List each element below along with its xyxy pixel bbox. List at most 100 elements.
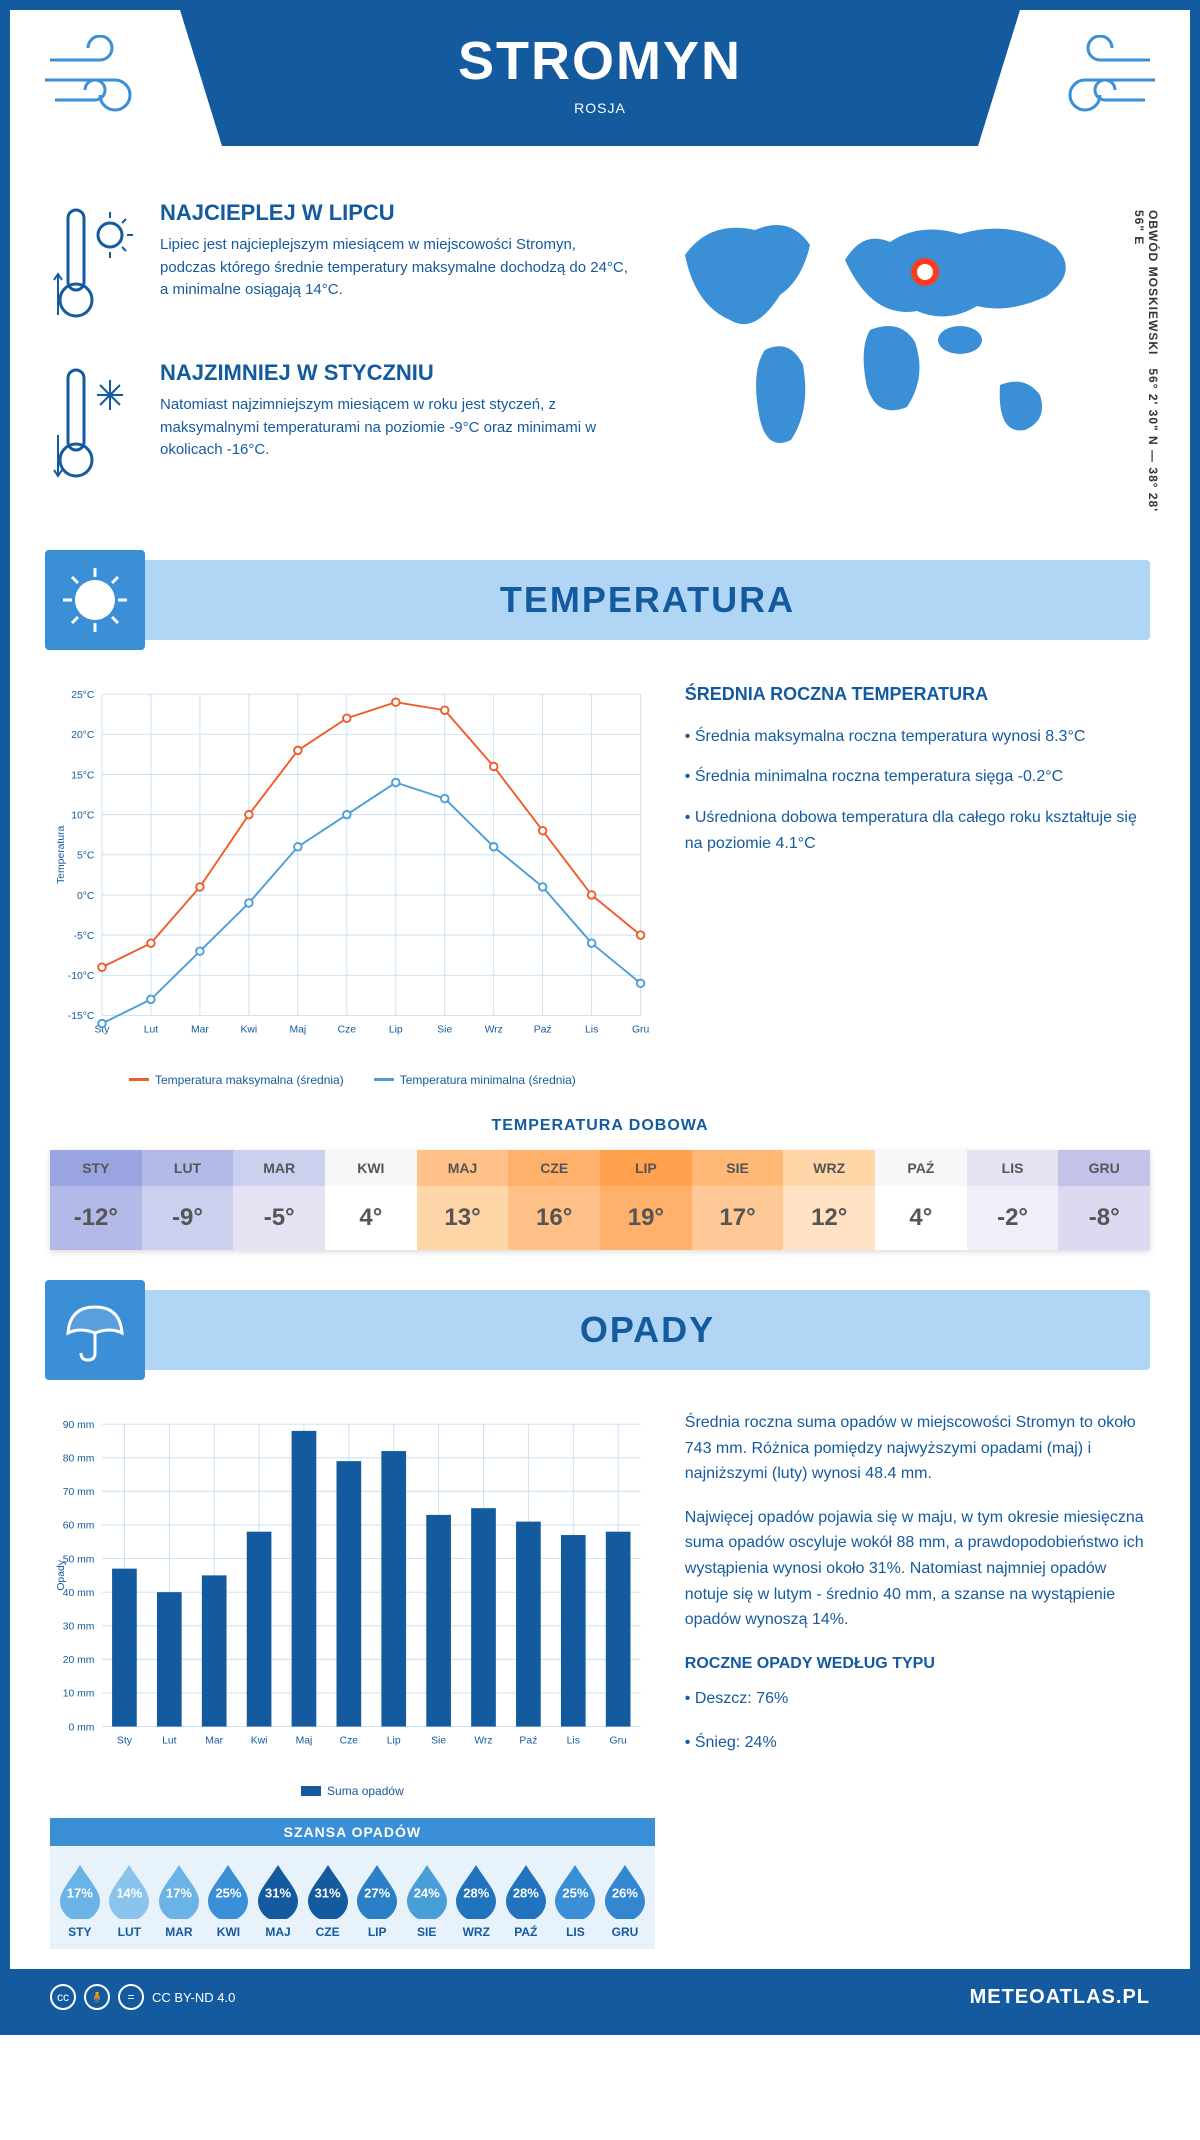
daily-temp-cell: WRZ12° — [783, 1150, 875, 1250]
intro-text-column: NAJCIEPLEJ W LIPCU Lipiec jest najcieple… — [50, 200, 630, 520]
precip-chance-cell: 24%SIE — [402, 1861, 452, 1939]
svg-text:-10°C: -10°C — [68, 971, 95, 982]
precip-heading: OPADY — [145, 1309, 1150, 1351]
svg-text:70 mm: 70 mm — [63, 1487, 95, 1498]
nd-icon: = — [118, 1984, 144, 2010]
svg-text:Mar: Mar — [191, 1024, 209, 1035]
svg-text:Kwi: Kwi — [241, 1024, 258, 1035]
coldest-text: Natomiast najzimniejszym miesiącem w rok… — [160, 394, 630, 462]
svg-text:80 mm: 80 mm — [63, 1454, 95, 1465]
precip-bar-chart: 0 mm10 mm20 mm30 mm40 mm50 mm60 mm70 mm8… — [50, 1410, 655, 1798]
umbrella-icon — [45, 1280, 145, 1380]
daily-temp-cell: LIS-2° — [967, 1150, 1059, 1250]
daily-temp-grid: STY-12°LUT-9°MAR-5°KWI4°MAJ13°CZE16°LIP1… — [50, 1150, 1150, 1250]
temperature-chart-row: -15°C-10°C-5°C0°C5°C10°C15°C20°C25°CStyL… — [10, 650, 1190, 1117]
precip-chance-cell: 17%STY — [55, 1861, 105, 1939]
precip-type-item: • Śnieg: 24% — [685, 1730, 1150, 1756]
daily-temp-cell: GRU-8° — [1058, 1150, 1150, 1250]
legend-item: Temperatura maksymalna (średnia) — [129, 1073, 344, 1087]
city-title: STROMYN — [180, 30, 1020, 92]
license-block: cc 🧍 = CC BY-ND 4.0 — [50, 1984, 235, 2010]
legend-item: Temperatura minimalna (średnia) — [374, 1073, 576, 1087]
svg-text:0°C: 0°C — [77, 891, 95, 902]
precip-text-column: Średnia roczna suma opadów w miejscowośc… — [685, 1410, 1150, 1949]
svg-text:90 mm: 90 mm — [63, 1420, 95, 1431]
svg-text:Paź: Paź — [534, 1024, 552, 1035]
coldest-block: NAJZIMNIEJ W STYCZNIU Natomiast najzimni… — [50, 360, 630, 495]
world-map-icon — [650, 200, 1110, 460]
precip-type-item: • Deszcz: 76% — [685, 1686, 1150, 1712]
daily-temp-cell: KWI4° — [325, 1150, 417, 1250]
wind-icon — [1040, 35, 1160, 125]
svg-text:5°C: 5°C — [77, 851, 95, 862]
svg-text:0 mm: 0 mm — [68, 1722, 94, 1733]
daily-temp-cell: MAR-5° — [233, 1150, 325, 1250]
map-column: OBWÓD MOSKIEWSKI 56° 2' 30" N — 38° 28' … — [650, 200, 1150, 520]
header: STROMYN ROSJA — [10, 10, 1190, 180]
thermometer-snow-icon — [50, 360, 140, 495]
svg-text:Cze: Cze — [338, 1024, 357, 1035]
svg-text:Wrz: Wrz — [485, 1024, 503, 1035]
temperature-legend: Temperatura maksymalna (średnia) Temperat… — [50, 1073, 655, 1087]
svg-text:Gru: Gru — [610, 1736, 628, 1747]
daily-temperature-section: TEMPERATURA DOBOWA STY-12°LUT-9°MAR-5°KW… — [10, 1117, 1190, 1280]
temperature-annual-text: ŚREDNIA ROCZNA TEMPERATURA • Średnia mak… — [685, 680, 1150, 1087]
warmest-title: NAJCIEPLEJ W LIPCU — [160, 200, 630, 226]
precip-chance-cell: 25%KWI — [204, 1861, 254, 1939]
warmest-text: Lipiec jest najcieplejszym miesiącem w m… — [160, 234, 630, 302]
precip-chance-cell: 28%PAŹ — [501, 1861, 551, 1939]
title-banner: STROMYN ROSJA — [180, 10, 1020, 146]
page: STROMYN ROSJA NAJCIEPLEJ W LIPCU Lipiec … — [0, 0, 1200, 2035]
daily-temp-cell: CZE16° — [508, 1150, 600, 1250]
brand-label: METEOATLAS.PL — [970, 1986, 1150, 2009]
svg-text:60 mm: 60 mm — [63, 1521, 95, 1532]
svg-text:-15°C: -15°C — [68, 1011, 95, 1022]
precip-chance-drops: 17%STY14%LUT17%MAR25%KWI31%MAJ31%CZE27%L… — [50, 1846, 655, 1949]
license-text: CC BY-ND 4.0 — [152, 1990, 235, 2005]
precip-chance-cell: 14%LUT — [105, 1861, 155, 1939]
annual-temp-item: • Średnia maksymalna roczna temperatura … — [685, 724, 1150, 750]
by-icon: 🧍 — [84, 1984, 110, 2010]
daily-temp-cell: MAJ13° — [417, 1150, 509, 1250]
svg-text:Opady: Opady — [56, 1559, 67, 1590]
svg-text:15°C: 15°C — [71, 770, 95, 781]
precip-chance-cell: 31%CZE — [303, 1861, 353, 1939]
svg-text:Sie: Sie — [431, 1736, 446, 1747]
svg-text:40 mm: 40 mm — [63, 1588, 95, 1599]
coordinates-label: OBWÓD MOSKIEWSKI 56° 2' 30" N — 38° 28' … — [1132, 210, 1160, 520]
precip-chance-cell: 28%WRZ — [452, 1861, 502, 1939]
temperature-heading: TEMPERATURA — [145, 579, 1150, 621]
svg-text:-5°C: -5°C — [74, 931, 95, 942]
svg-text:10 mm: 10 mm — [63, 1689, 95, 1700]
svg-text:Temperatura: Temperatura — [56, 825, 67, 883]
svg-text:Maj: Maj — [289, 1024, 306, 1035]
svg-text:Cze: Cze — [340, 1736, 359, 1747]
daily-temp-cell: PAŹ4° — [875, 1150, 967, 1250]
precip-section-bar: OPADY — [50, 1290, 1150, 1370]
svg-text:25°C: 25°C — [71, 690, 95, 701]
country-subtitle: ROSJA — [180, 100, 1020, 116]
annual-temp-title: ŚREDNIA ROCZNA TEMPERATURA — [685, 680, 1150, 709]
precip-chance-cell: 17%MAR — [154, 1861, 204, 1939]
precip-legend: Suma opadów — [50, 1784, 655, 1798]
annual-temp-item: • Uśredniona dobowa temperatura dla całe… — [685, 805, 1150, 856]
svg-text:Lis: Lis — [585, 1024, 598, 1035]
temperature-line-chart: -15°C-10°C-5°C0°C5°C10°C15°C20°C25°CStyL… — [50, 680, 655, 1087]
svg-text:20°C: 20°C — [71, 730, 95, 741]
intro-section: NAJCIEPLEJ W LIPCU Lipiec jest najcieple… — [10, 180, 1190, 550]
precip-chance-section: SZANSA OPADÓW 17%STY14%LUT17%MAR25%KWI31… — [50, 1798, 655, 1949]
daily-temp-title: TEMPERATURA DOBOWA — [50, 1117, 1150, 1135]
svg-text:Lip: Lip — [387, 1736, 401, 1747]
daily-temp-cell: LUT-9° — [142, 1150, 234, 1250]
svg-text:Gru: Gru — [632, 1024, 650, 1035]
daily-temp-cell: SIE17° — [692, 1150, 784, 1250]
footer: cc 🧍 = CC BY-ND 4.0 METEOATLAS.PL — [10, 1969, 1190, 2025]
svg-text:Kwi: Kwi — [251, 1736, 268, 1747]
thermometer-sun-icon — [50, 200, 140, 335]
cc-icon: cc — [50, 1984, 76, 2010]
precip-by-type-title: ROCZNE OPADY WEDŁUG TYPU — [685, 1651, 1150, 1677]
precip-chance-cell: 26%GRU — [600, 1861, 650, 1939]
precip-chance-cell: 27%LIP — [352, 1861, 402, 1939]
precip-chance-cell: 25%LIS — [551, 1861, 601, 1939]
svg-text:Mar: Mar — [205, 1736, 223, 1747]
